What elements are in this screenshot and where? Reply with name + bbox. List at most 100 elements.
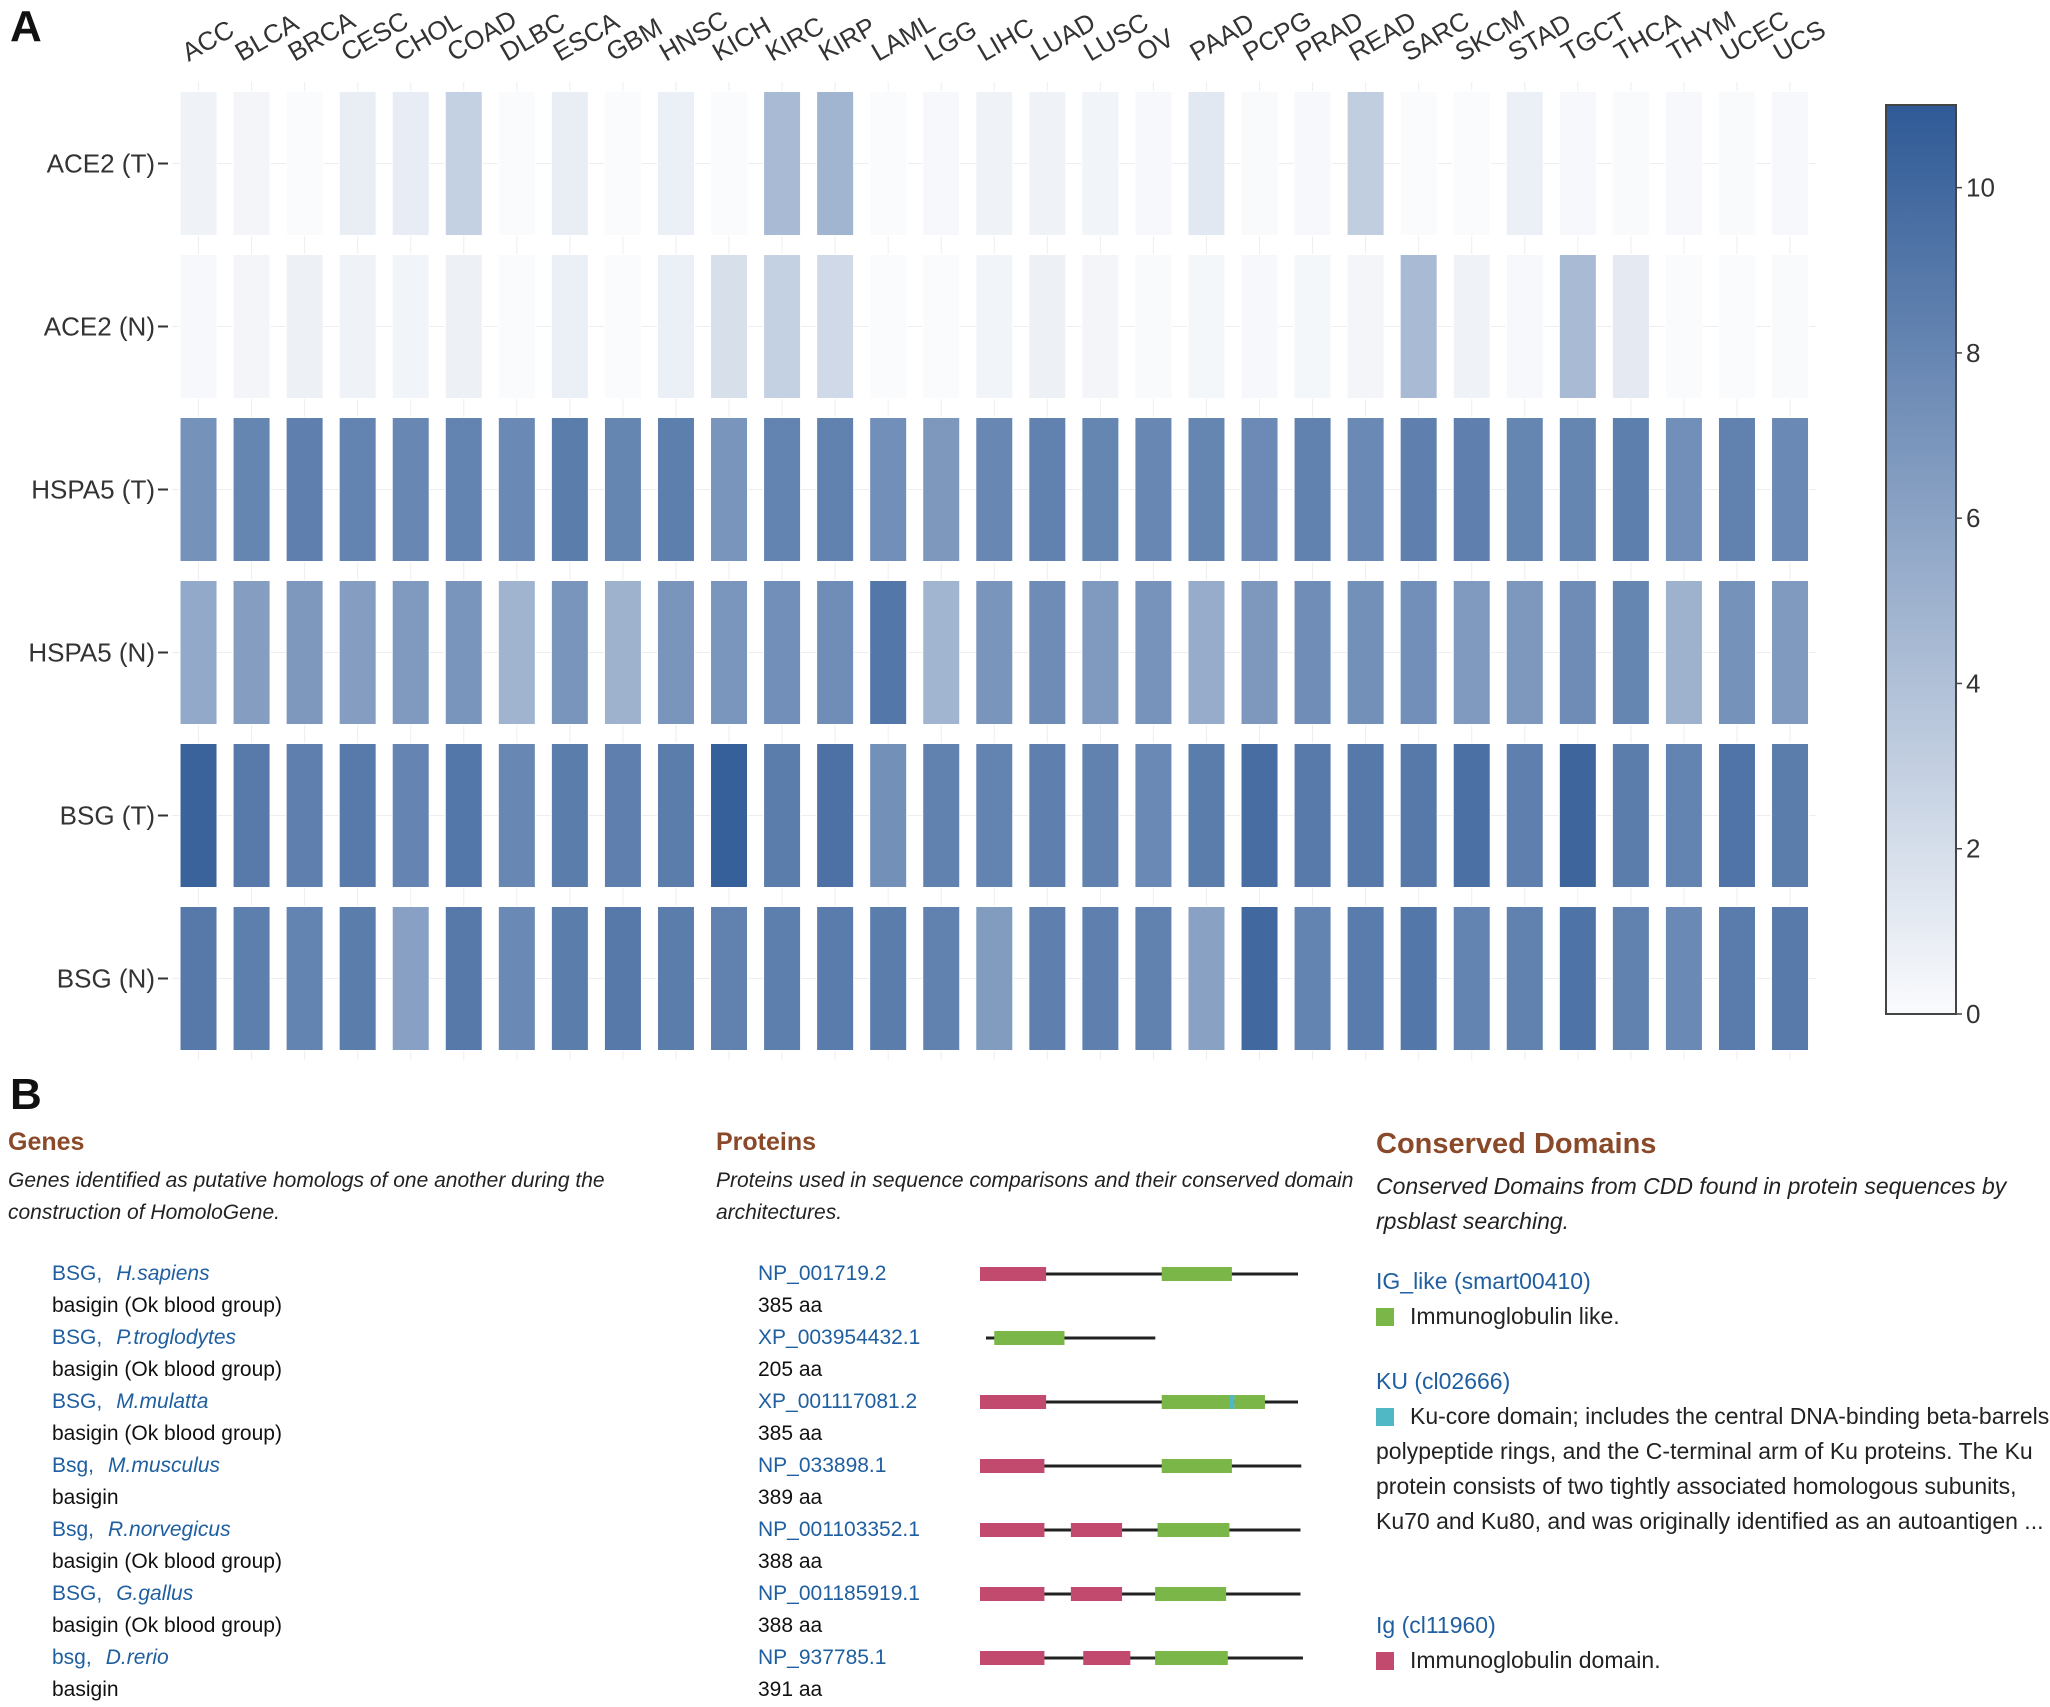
heatmap-cell	[232, 743, 271, 888]
heatmap-cell	[1452, 254, 1491, 399]
colorbar-tick-label: 0	[1966, 999, 1980, 1029]
heatmap-cell	[869, 91, 908, 236]
protein-accession-link[interactable]: NP_937785.1	[758, 1646, 887, 1669]
genes-description: Genes identified as putative homologs of…	[8, 1169, 605, 1224]
heatmap-cell	[497, 254, 536, 399]
heatmap-cell	[1505, 580, 1544, 725]
heatmap-cell	[1081, 91, 1120, 236]
heatmap-cell	[1187, 91, 1226, 236]
heatmap-cell	[391, 743, 430, 888]
protein-item: XP_003954432.1 205 aa	[758, 1322, 1378, 1386]
heatmap-cell	[1771, 743, 1810, 888]
protein-accession-link[interactable]: NP_001185919.1	[758, 1582, 920, 1605]
gene-symbol: bsg,	[52, 1646, 92, 1669]
protein-accession-link[interactable]: NP_001103352.1	[758, 1518, 920, 1541]
gene-link[interactable]: Bsg, R.norvegicus	[52, 1514, 652, 1546]
gene-link[interactable]: BSG, G.gallus	[52, 1578, 652, 1610]
protein-accession-link[interactable]: NP_033898.1	[758, 1454, 887, 1477]
heatmap-cell	[603, 91, 642, 236]
heatmap-cell	[1505, 254, 1544, 399]
heatmap-cell	[1240, 254, 1279, 399]
domain-swatch	[1376, 1408, 1394, 1426]
gene-link[interactable]: BSG, P.troglodytes	[52, 1322, 652, 1354]
heatmap-cell	[1293, 906, 1332, 1051]
domain-item-ig: Ig (cl11960) Immunoglobulin domain.	[1376, 1608, 2050, 1678]
heatmap-cell	[1452, 906, 1491, 1051]
heatmap-cell	[1771, 906, 1810, 1051]
protein-accession-link[interactable]: XP_001117081.2	[758, 1390, 918, 1413]
domain-block-ig-like[interactable]	[1157, 1523, 1230, 1537]
gene-link[interactable]: BSG, H.sapiens	[52, 1258, 652, 1290]
domain-name-link[interactable]: KU (cl02666)	[1376, 1368, 1511, 1394]
domain-name-link[interactable]: Ig (cl11960)	[1376, 1612, 1496, 1638]
heatmap-cell	[710, 254, 749, 399]
heatmap-cell	[1346, 906, 1385, 1051]
domain-architecture	[980, 1267, 1298, 1281]
heatmap-cell	[1346, 91, 1385, 236]
colorbar-tick-label: 10	[1966, 173, 1995, 203]
protein-item: NP_001185919.1 388 aa	[758, 1578, 1378, 1642]
heatmap-cell	[1505, 91, 1544, 236]
heatmap-cell	[922, 743, 961, 888]
domain-block-ig[interactable]	[980, 1587, 1045, 1601]
heatmap-cell	[1717, 743, 1756, 888]
protein-accession-link[interactable]: NP_001719.2	[758, 1262, 887, 1285]
heatmap-cell	[285, 91, 324, 236]
heatmap-cell	[1558, 254, 1597, 399]
heatmap-cell	[1028, 254, 1067, 399]
heatmap-cell	[922, 91, 961, 236]
domain-block-ig[interactable]	[1083, 1651, 1131, 1665]
domain-block-ig[interactable]	[980, 1395, 1047, 1409]
heatmap-cell	[1187, 580, 1226, 725]
heatmap-cell	[1346, 580, 1385, 725]
domain-block-ig[interactable]	[980, 1267, 1047, 1281]
domain-block-ig[interactable]	[1070, 1587, 1123, 1601]
heatmap-cell	[285, 743, 324, 888]
protein-length: 388 aa	[758, 1614, 823, 1637]
genes-title: Genes	[8, 1128, 85, 1156]
gene-symbol: BSG,	[52, 1582, 103, 1605]
domain-block-ig-like[interactable]	[1161, 1267, 1232, 1281]
domain-block-ig-like[interactable]	[1155, 1651, 1228, 1665]
heatmap-cell	[816, 580, 855, 725]
domain-block-ig[interactable]	[980, 1523, 1045, 1537]
domain-block-ig-like[interactable]	[1161, 1395, 1232, 1409]
heatmap-cell	[1240, 743, 1279, 888]
domain-block-ku[interactable]	[1229, 1395, 1235, 1409]
domain-block-ig-like[interactable]	[1161, 1459, 1232, 1473]
heatmap-cell	[497, 743, 536, 888]
heatmap-cell	[1771, 91, 1810, 236]
heatmap-cell	[1717, 580, 1756, 725]
heatmap-cell	[1346, 417, 1385, 562]
proteins-description: Proteins used in sequence comparisons an…	[716, 1169, 1354, 1224]
panel-label-a: A	[10, 2, 42, 51]
heatmap-cell	[391, 254, 430, 399]
heatmap-cell	[603, 906, 642, 1051]
heatmap-cell	[1187, 906, 1226, 1051]
protein-accession-link[interactable]: XP_003954432.1	[758, 1326, 921, 1349]
protein-item: NP_033898.1 389 aa	[758, 1450, 1378, 1514]
heatmap-cell	[1452, 91, 1491, 236]
domain-block-ig-like[interactable]	[1234, 1395, 1265, 1409]
gene-link[interactable]: Bsg, M.musculus	[52, 1450, 652, 1482]
heatmap-cell	[763, 743, 802, 888]
heatmap-cell	[444, 91, 483, 236]
heatmap-cell	[338, 91, 377, 236]
gene-species: R.norvegicus	[108, 1518, 231, 1541]
domain-block-ig-like[interactable]	[994, 1331, 1065, 1345]
domain-block-ig[interactable]	[980, 1651, 1045, 1665]
heatmap-cell	[1293, 254, 1332, 399]
heatmap-cell	[1134, 91, 1173, 236]
gene-link[interactable]: bsg, D.rerio	[52, 1642, 652, 1674]
heatmap-cell	[763, 417, 802, 562]
y-tick-label: HSPA5 (T)	[31, 475, 155, 505]
gene-link[interactable]: BSG, M.mulatta	[52, 1386, 652, 1418]
heatmap-cell	[444, 580, 483, 725]
heatmap-cell	[497, 906, 536, 1051]
gene-list: BSG, H.sapiens basigin (Ok blood group) BSG…	[52, 1258, 652, 1706]
domain-block-ig-like[interactable]	[1155, 1587, 1227, 1601]
domain-name-link[interactable]: IG_like (smart00410)	[1376, 1268, 1591, 1294]
heatmap-cell	[1081, 580, 1120, 725]
domain-block-ig[interactable]	[980, 1459, 1045, 1473]
domain-block-ig[interactable]	[1070, 1523, 1123, 1537]
